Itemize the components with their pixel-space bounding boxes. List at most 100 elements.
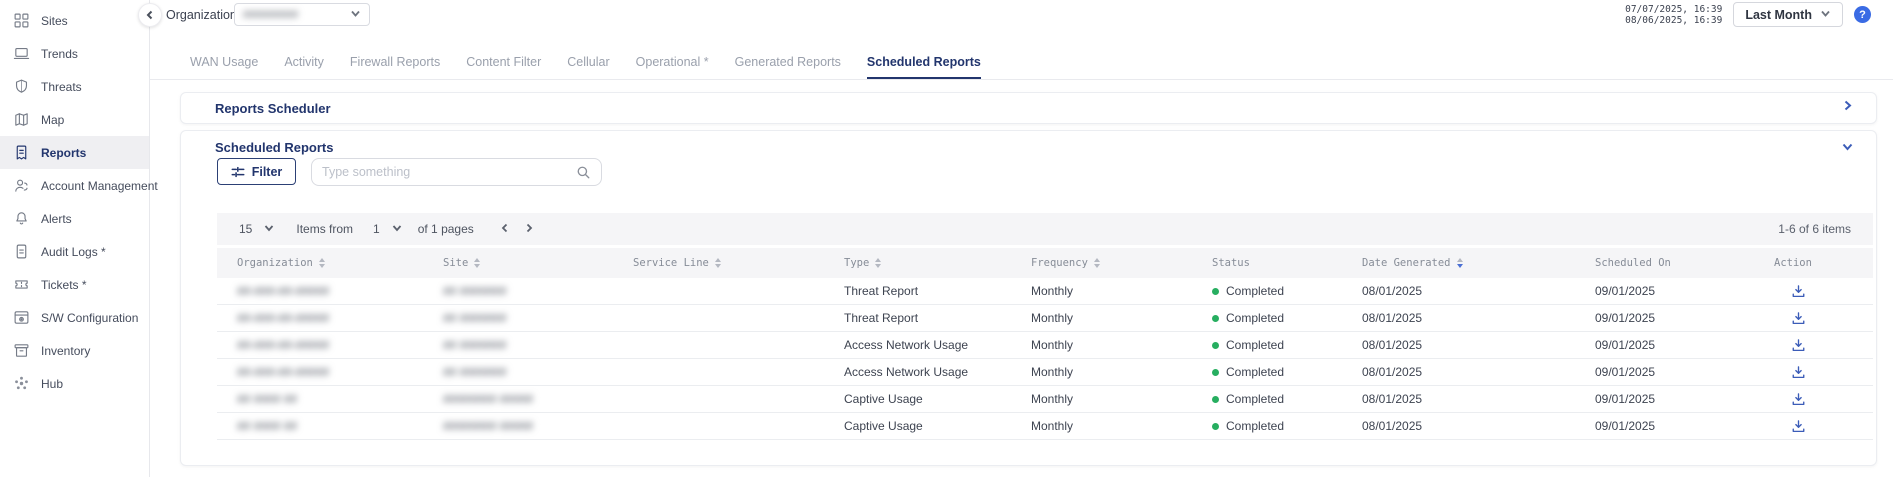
- chevron-right-icon[interactable]: [1841, 99, 1854, 117]
- organization-cell-redacted: ##-###-##-#####: [237, 311, 330, 325]
- sidebar-item-sw-configuration[interactable]: S/W Configuration: [0, 301, 149, 334]
- prev-page-button[interactable]: [500, 222, 510, 236]
- table-row[interactable]: ##-###-##-##### ## ####### Access Networ…: [217, 332, 1873, 359]
- download-button[interactable]: [1788, 416, 1808, 436]
- sidebar-item-alerts[interactable]: Alerts: [0, 202, 149, 235]
- search-icon[interactable]: [576, 165, 591, 180]
- date-generated-cell: 08/01/2025: [1362, 284, 1423, 298]
- search-input[interactable]: [322, 165, 576, 179]
- download-button[interactable]: [1788, 335, 1808, 355]
- sort-icon[interactable]: [714, 258, 721, 268]
- chevron-left-icon: [146, 10, 153, 20]
- sidebar-item-inventory[interactable]: Inventory: [0, 334, 149, 367]
- sidebar-item-map[interactable]: Map: [0, 103, 149, 136]
- sort-icon-active[interactable]: [1456, 258, 1463, 268]
- site-cell-redacted: ## #######: [443, 338, 507, 352]
- scheduled-on-cell: 09/01/2025: [1595, 365, 1656, 379]
- scheduled-on-cell: 09/01/2025: [1595, 419, 1656, 433]
- sort-icon[interactable]: [1093, 258, 1100, 268]
- status-dot: [1212, 368, 1219, 376]
- next-page-button[interactable]: [524, 222, 534, 236]
- sidebar: Sites Trends Threats Map Reports Account…: [0, 0, 158, 477]
- tab-activity[interactable]: Activity: [284, 55, 324, 69]
- type-cell: Access Network Usage: [844, 365, 969, 379]
- tab-operational[interactable]: Operational *: [635, 55, 709, 69]
- collapse-sidebar-button[interactable]: [138, 3, 162, 27]
- organization-select[interactable]: #########: [234, 3, 370, 26]
- sidebar-item-trends[interactable]: Trends: [0, 37, 149, 70]
- date-range: 07/07/2025, 16:39 08/06/2025, 16:39: [1625, 4, 1722, 26]
- sidebar-item-label: Map: [41, 112, 65, 127]
- table-row[interactable]: ## #### ## ######## ##### Captive Usage …: [217, 386, 1873, 413]
- scheduled-reports-section: Scheduled Reports Filter 15 Items from 1…: [180, 130, 1877, 466]
- download-button[interactable]: [1788, 281, 1808, 301]
- sidebar-item-audit-logs[interactable]: Audit Logs *: [0, 235, 149, 268]
- reports-scheduler-section[interactable]: Reports Scheduler: [180, 92, 1877, 124]
- column-header-frequency[interactable]: Frequency: [1031, 257, 1212, 269]
- tab-scheduled-reports[interactable]: Scheduled Reports: [866, 55, 981, 79]
- frequency-cell: Monthly: [1031, 365, 1074, 379]
- page-select[interactable]: 1: [373, 222, 402, 236]
- period-selector[interactable]: Last Month: [1733, 2, 1843, 27]
- download-button[interactable]: [1788, 308, 1808, 328]
- top-bar: Organization ######### 07/07/2025, 16:39…: [150, 0, 1893, 30]
- site-cell-redacted: ## #######: [443, 365, 507, 379]
- status-cell: Completed: [1212, 338, 1362, 352]
- download-icon: [1792, 284, 1804, 297]
- table-row[interactable]: ##-###-##-##### ## ####### Access Networ…: [217, 359, 1873, 386]
- chevron-down-icon[interactable]: [1841, 140, 1854, 158]
- sidebar-item-label: Threats: [41, 79, 82, 94]
- site-cell-redacted: ######## #####: [443, 419, 534, 433]
- sidebar-item-hub[interactable]: Hub: [0, 367, 149, 400]
- type-cell: Captive Usage: [844, 392, 923, 406]
- tab-content-filter[interactable]: Content Filter: [466, 55, 542, 69]
- column-header-scheduled-on: Scheduled On: [1595, 257, 1671, 269]
- column-header-type[interactable]: Type: [844, 257, 1031, 269]
- items-from-label: Items from: [296, 222, 354, 236]
- chevron-down-icon: [264, 222, 274, 236]
- download-button[interactable]: [1788, 389, 1808, 409]
- organization-value-redacted: #########: [243, 8, 299, 21]
- map-icon: [15, 113, 28, 126]
- column-header-service-line[interactable]: Service Line: [633, 257, 844, 269]
- help-button[interactable]: ?: [1854, 6, 1871, 23]
- sort-icon[interactable]: [318, 258, 325, 268]
- table-row[interactable]: ##-###-##-##### ## ####### Threat Report…: [217, 305, 1873, 332]
- status-cell: Completed: [1212, 311, 1362, 325]
- download-button[interactable]: [1788, 362, 1808, 382]
- sidebar-item-label: S/W Configuration: [41, 310, 139, 325]
- sort-icon[interactable]: [875, 258, 882, 268]
- type-cell: Captive Usage: [844, 419, 923, 433]
- sidebar-item-account-management[interactable]: Account Management: [0, 169, 158, 202]
- audit-logs-icon: [16, 244, 27, 259]
- page-size-select[interactable]: 15: [239, 222, 274, 236]
- frequency-cell: Monthly: [1031, 392, 1074, 406]
- tab-generated-reports[interactable]: Generated Reports: [734, 55, 841, 69]
- download-icon: [1792, 419, 1804, 432]
- sidebar-item-label: Inventory: [41, 343, 91, 358]
- date-generated-cell: 08/01/2025: [1362, 365, 1423, 379]
- column-header-organization[interactable]: Organization: [217, 257, 443, 269]
- filter-button[interactable]: Filter: [217, 158, 296, 185]
- sidebar-item-threats[interactable]: Threats: [0, 70, 149, 103]
- column-header-site[interactable]: Site: [443, 257, 633, 269]
- organization-label: Organization: [166, 8, 237, 22]
- sw-configuration-icon: [14, 311, 29, 324]
- sidebar-item-sites[interactable]: Sites: [0, 4, 149, 37]
- table-row[interactable]: ##-###-##-##### ## ####### Threat Report…: [217, 278, 1873, 305]
- items-range-label: 1-6 of 6 items: [1778, 222, 1851, 236]
- chevron-down-icon: [350, 6, 361, 24]
- tab-firewall-reports[interactable]: Firewall Reports: [349, 55, 441, 69]
- tab-wan-usage[interactable]: WAN Usage: [190, 55, 259, 69]
- section-title: Scheduled Reports: [215, 140, 334, 155]
- organization-cell-redacted: ## #### ##: [237, 419, 298, 433]
- sort-icon[interactable]: [474, 258, 481, 268]
- sidebar-item-tickets[interactable]: Tickets *: [0, 268, 149, 301]
- tab-cellular[interactable]: Cellular: [567, 55, 610, 69]
- column-header-date-generated[interactable]: Date Generated: [1362, 257, 1595, 269]
- account-icon: [15, 179, 28, 192]
- sidebar-item-reports[interactable]: Reports: [0, 136, 149, 169]
- sidebar-item-label: Trends: [41, 46, 78, 61]
- table-row[interactable]: ## #### ## ######## ##### Captive Usage …: [217, 413, 1873, 440]
- hub-icon: [15, 376, 28, 390]
